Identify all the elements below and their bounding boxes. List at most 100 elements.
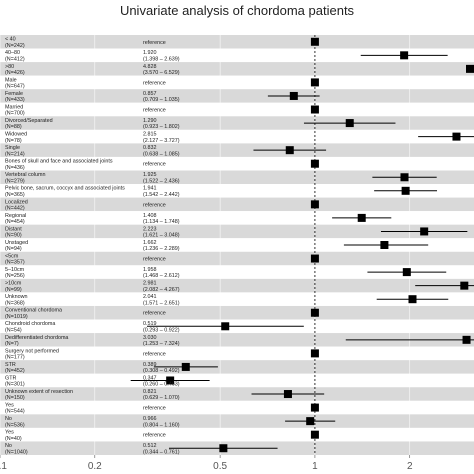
row-stripe (0, 305, 474, 320)
row-n: (N=1019) (5, 314, 28, 320)
row-n: (N=40) (5, 436, 22, 442)
hr-marker (310, 78, 319, 87)
hr-marker (452, 132, 461, 141)
row-stripe (0, 292, 474, 306)
row-label: Surgery not performed (5, 348, 59, 354)
row-hr-value: 4.828 (143, 64, 157, 70)
row-ci-value: (0.638 – 1.085) (143, 151, 180, 157)
hr-marker (219, 444, 228, 453)
row-stripe (0, 102, 474, 117)
row-hr-value: 0.832 (143, 145, 157, 151)
row-hr-value: 1.941 (143, 186, 157, 192)
row-stripe (0, 75, 474, 90)
row-hr-value: 1.290 (143, 118, 157, 124)
row-label: GTR (5, 375, 16, 381)
row-ci-value: (2.127 – 3.727) (143, 138, 180, 144)
x-tick-label: 0.2 (88, 461, 102, 472)
row-n: (N=365) (5, 192, 25, 198)
row-n: (N=357) (5, 260, 25, 266)
row-n: (N=256) (5, 273, 25, 279)
hr-marker (310, 349, 319, 358)
row-hr-value: 2.223 (143, 226, 157, 232)
row-ci-value: (2.082 – 4.267) (143, 287, 180, 293)
row-n: (N=279) (5, 178, 25, 184)
row-hr-value: 1.925 (143, 172, 157, 178)
row-label: Unknown extent of resection (5, 389, 73, 395)
row-n: (N=242) (5, 43, 25, 49)
row-ci-value: (0.344 – 0.761) (143, 449, 180, 455)
hr-marker (462, 335, 471, 344)
row-label: Conventional chordoma (5, 308, 62, 314)
row-hr-value: reference (143, 406, 166, 412)
row-label: Localized (5, 199, 28, 205)
row-hr-value: reference (143, 257, 166, 263)
row-hr-value: 1.662 (143, 240, 157, 246)
row-hr-value: 1.408 (143, 213, 157, 219)
x-tick-label: 1 (312, 461, 318, 472)
hr-marker (289, 91, 298, 100)
hr-marker (380, 241, 389, 249)
hr-marker (460, 281, 469, 290)
row-hr-value: reference (143, 433, 166, 439)
row-stripe (0, 373, 474, 388)
hr-marker (310, 37, 319, 46)
hr-marker (166, 376, 175, 385)
row-stripe (0, 89, 474, 103)
row-stripe (0, 170, 474, 185)
row-stripe (0, 346, 474, 361)
row-n: (N=544) (5, 409, 25, 415)
row-stripe (0, 211, 474, 225)
row-n: (N=436) (5, 165, 25, 171)
row-hr-value: 0.519 (143, 321, 157, 327)
row-stripe (0, 278, 474, 293)
hr-marker (310, 430, 319, 439)
row-label: Female (5, 91, 23, 97)
hr-marker (420, 227, 429, 236)
row-label: No (5, 416, 12, 422)
row-label: Pelvic bone, sacrum, coccyx and associat… (5, 186, 125, 192)
row-n: (N=54) (5, 327, 22, 333)
row-stripe (0, 224, 474, 239)
row-ci-value: (3.570 – 6.529) (143, 70, 180, 76)
row-hr-value: 0.347 (143, 375, 157, 381)
row-stripe (0, 35, 474, 49)
row-ci-value: (0.804 – 1.160) (143, 422, 180, 428)
row-stripe (0, 414, 474, 428)
row-n: (N=94) (5, 246, 22, 252)
row-hr-value: reference (143, 162, 166, 168)
x-tick-label: 0.5 (213, 461, 227, 472)
row-stripe (0, 156, 474, 171)
row-stripe (0, 400, 474, 415)
hr-marker (466, 64, 474, 73)
hr-marker (306, 417, 315, 426)
row-stripe (0, 427, 474, 442)
row-hr-value: reference (143, 40, 166, 46)
row-hr-value: reference (143, 108, 166, 114)
row-label: Married (5, 104, 23, 110)
row-hr-value: reference (143, 311, 166, 317)
row-n: (N=452) (5, 368, 25, 374)
row-ci-value: (1.571 – 2.651) (143, 300, 180, 306)
row-hr-value: reference (143, 80, 166, 86)
row-n: (N=78) (5, 138, 22, 144)
row-label: >10cm (5, 281, 22, 287)
row-ci-value: (0.308 – 0.492) (143, 368, 180, 374)
row-n: (N=454) (5, 219, 25, 225)
row-n: (N=412) (5, 56, 25, 62)
row-label: Dedifferentiated chordoma (5, 335, 68, 341)
row-label: 40–80 (5, 50, 20, 56)
row-label: Regional (5, 213, 26, 219)
row-label: Single (5, 145, 20, 151)
row-hr-value: 1.958 (143, 267, 157, 273)
row-ci-value: (1.398 – 2.639) (143, 56, 180, 62)
row-n: (N=177) (5, 355, 25, 361)
row-ci-value: (1.468 – 2.612) (143, 273, 180, 279)
row-stripe (0, 116, 474, 130)
row-label: Chondroid chordoma (5, 321, 55, 327)
hr-marker (310, 403, 319, 412)
row-ci-value: (0.629 – 1.070) (143, 395, 180, 401)
row-n: (N=426) (5, 70, 25, 76)
hazard-ratio-markers (166, 37, 474, 453)
row-hr-value: 2.041 (143, 294, 157, 300)
